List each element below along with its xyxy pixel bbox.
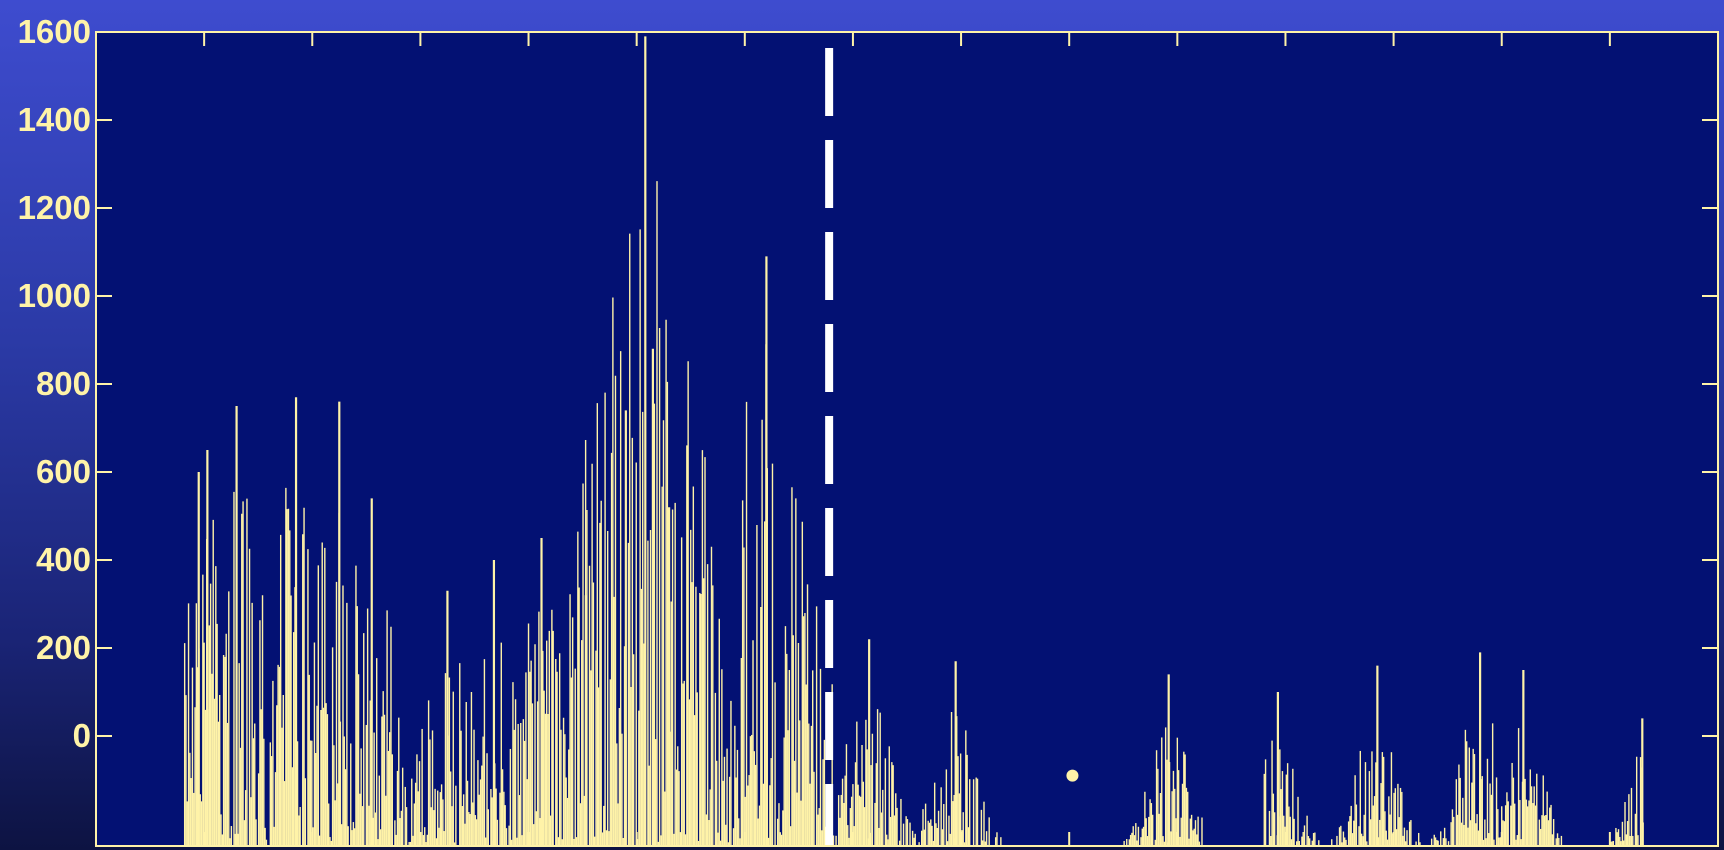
y-tick-label: 0 bbox=[73, 717, 91, 754]
y-tick-label: 600 bbox=[36, 453, 91, 490]
plot-frame bbox=[95, 31, 1719, 847]
y-tick-label: 1000 bbox=[18, 277, 91, 314]
y-tick-label: 800 bbox=[36, 365, 91, 402]
y-axis-tick-marks bbox=[96, 31, 1718, 737]
plot-area bbox=[96, 32, 1718, 846]
y-tick-label: 400 bbox=[36, 541, 91, 578]
data-points bbox=[1066, 769, 1079, 782]
data-series bbox=[183, 36, 1644, 846]
y-axis-tick-labels: 0 200 400 600 800 1000 1200 1400 1600 bbox=[18, 13, 91, 754]
y-tick-label: 1400 bbox=[18, 101, 91, 138]
isolated-point bbox=[1066, 769, 1079, 782]
y-tick-label: 200 bbox=[36, 629, 91, 666]
y-tick-label: 1200 bbox=[18, 189, 91, 226]
y-tick-label: 1600 bbox=[18, 13, 91, 50]
